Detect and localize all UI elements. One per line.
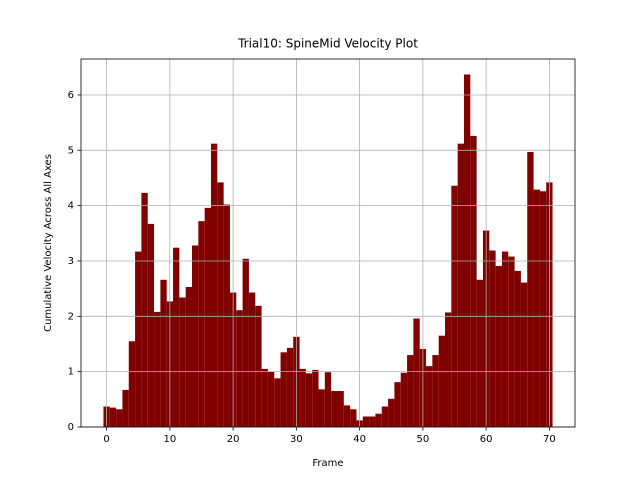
bar	[400, 372, 408, 427]
bar	[331, 391, 338, 427]
bar	[413, 318, 420, 427]
bar	[388, 398, 395, 427]
bar	[394, 382, 401, 427]
bar	[495, 265, 502, 427]
bar	[305, 373, 313, 427]
bar	[236, 310, 243, 427]
y-axis-label: Cumulative Velocity Across All Axes	[43, 154, 54, 332]
bar	[407, 355, 414, 427]
bar	[128, 341, 136, 427]
bar	[116, 409, 123, 427]
bar	[438, 335, 446, 427]
x-tick-label: 60	[480, 434, 493, 445]
bar	[179, 297, 186, 427]
y-tick-label: 2	[68, 311, 74, 322]
x-tick-label: 70	[543, 434, 556, 445]
x-tick-label: 20	[227, 434, 240, 445]
bar	[445, 312, 452, 427]
bar	[173, 247, 180, 427]
bar	[369, 416, 376, 427]
bar	[210, 143, 218, 427]
bar	[457, 143, 464, 427]
bar	[160, 279, 167, 427]
bar	[350, 409, 357, 427]
bar	[198, 221, 205, 427]
y-tick-label: 0	[68, 422, 74, 433]
bar	[381, 406, 389, 427]
x-tick-label: 50	[417, 434, 430, 445]
bar	[286, 347, 294, 427]
bar	[280, 352, 287, 427]
bar	[274, 378, 281, 427]
bar	[508, 256, 515, 427]
bar	[501, 251, 509, 427]
bar	[343, 405, 351, 427]
bar	[362, 416, 370, 427]
bar	[514, 270, 521, 427]
bar	[255, 305, 262, 427]
y-tick-label: 5	[68, 145, 74, 156]
bar	[520, 282, 528, 427]
y-tick-label: 4	[68, 201, 74, 212]
bar	[476, 279, 483, 427]
x-tick-label: 10	[164, 434, 177, 445]
bar	[192, 245, 199, 427]
bar	[122, 389, 129, 427]
bar	[135, 251, 142, 427]
bar	[451, 185, 458, 427]
bar	[318, 389, 325, 427]
bar	[141, 192, 148, 427]
bar	[185, 286, 193, 427]
x-tick-label: 40	[353, 434, 366, 445]
x-tick-label: 30	[290, 434, 303, 445]
bar	[248, 292, 256, 427]
bar	[217, 182, 224, 427]
y-tick-label: 6	[68, 90, 74, 101]
bar	[204, 207, 211, 427]
bar	[527, 151, 534, 427]
bar	[375, 413, 382, 427]
bar	[223, 204, 230, 427]
bar	[242, 258, 249, 427]
y-tick-label: 1	[68, 367, 74, 378]
bar	[267, 371, 275, 427]
bar	[337, 391, 344, 427]
x-axis-label: Frame	[312, 458, 343, 469]
bar	[312, 370, 319, 427]
bar	[299, 368, 306, 427]
bar	[426, 366, 433, 427]
bar	[539, 191, 547, 427]
chart-title: Trial10: SpineMid Velocity Plot	[237, 37, 418, 51]
x-tick-label: 0	[103, 434, 109, 445]
y-tick-label: 3	[68, 256, 74, 267]
bar	[489, 250, 496, 427]
bar	[324, 372, 332, 427]
bar	[109, 407, 117, 427]
bar	[463, 74, 471, 427]
bar	[154, 311, 161, 427]
plot-frame	[80, 58, 576, 428]
bar	[147, 223, 155, 427]
bar	[261, 368, 268, 427]
bar	[533, 189, 540, 427]
bar	[470, 135, 477, 428]
bar	[432, 355, 439, 427]
